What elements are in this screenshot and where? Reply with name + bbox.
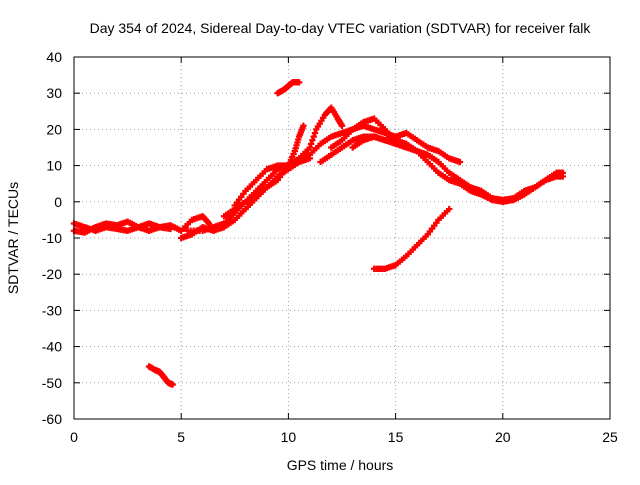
y-axis-title: SDTVAR / TECUs xyxy=(5,182,21,294)
y-tick-label: 40 xyxy=(46,49,62,65)
x-tick-label: 20 xyxy=(495,429,511,445)
x-tick-label: 10 xyxy=(281,429,297,445)
data-point xyxy=(309,137,316,144)
data-point xyxy=(306,155,314,162)
data-points xyxy=(70,79,567,388)
data-series-track-12 xyxy=(145,363,176,388)
data-point xyxy=(169,381,176,388)
data-point xyxy=(310,133,317,140)
x-tick-label: 0 xyxy=(70,429,78,445)
y-tick-label: -20 xyxy=(42,266,62,282)
data-series-track-11 xyxy=(370,205,453,272)
data-point xyxy=(456,158,464,166)
data-series-track-2 xyxy=(70,220,174,234)
y-tick-label: 30 xyxy=(46,85,62,101)
data-point xyxy=(311,129,319,137)
y-tick-label: 10 xyxy=(46,158,62,174)
data-series-track-10 xyxy=(274,79,303,97)
data-series-track-9 xyxy=(349,133,567,205)
data-point xyxy=(167,225,174,233)
data-point xyxy=(446,205,453,213)
y-tick-label: -10 xyxy=(42,230,62,246)
x-tick-label: 25 xyxy=(602,429,618,445)
chart-title: Day 354 of 2024, Sidereal Day-to-day VTE… xyxy=(90,20,592,36)
data-point xyxy=(338,122,346,129)
data-point xyxy=(306,144,314,151)
y-tick-label: -50 xyxy=(42,375,62,391)
data-point xyxy=(559,169,567,177)
data-series-track-6 xyxy=(220,122,307,220)
data-point xyxy=(300,122,307,129)
grid-lines xyxy=(74,57,610,419)
x-tick-label: 5 xyxy=(177,429,185,445)
axis-ticks: 0 5 10 15 20 25 -60 -50 -40 -30 -20 -10 0 10 20 30 40 xyxy=(42,49,618,445)
data-series-track-4 xyxy=(184,155,314,234)
x-axis-title: GPS time / hours xyxy=(287,457,394,473)
data-point xyxy=(295,79,303,86)
x-tick-label: 15 xyxy=(388,429,404,445)
y-tick-label: 0 xyxy=(54,194,62,210)
y-tick-label: 20 xyxy=(46,121,62,137)
data-point xyxy=(307,140,315,148)
y-tick-label: -30 xyxy=(42,302,62,318)
y-tick-label: -40 xyxy=(42,339,62,355)
data-series-track-8 xyxy=(328,115,399,151)
y-tick-label: -60 xyxy=(42,411,62,427)
